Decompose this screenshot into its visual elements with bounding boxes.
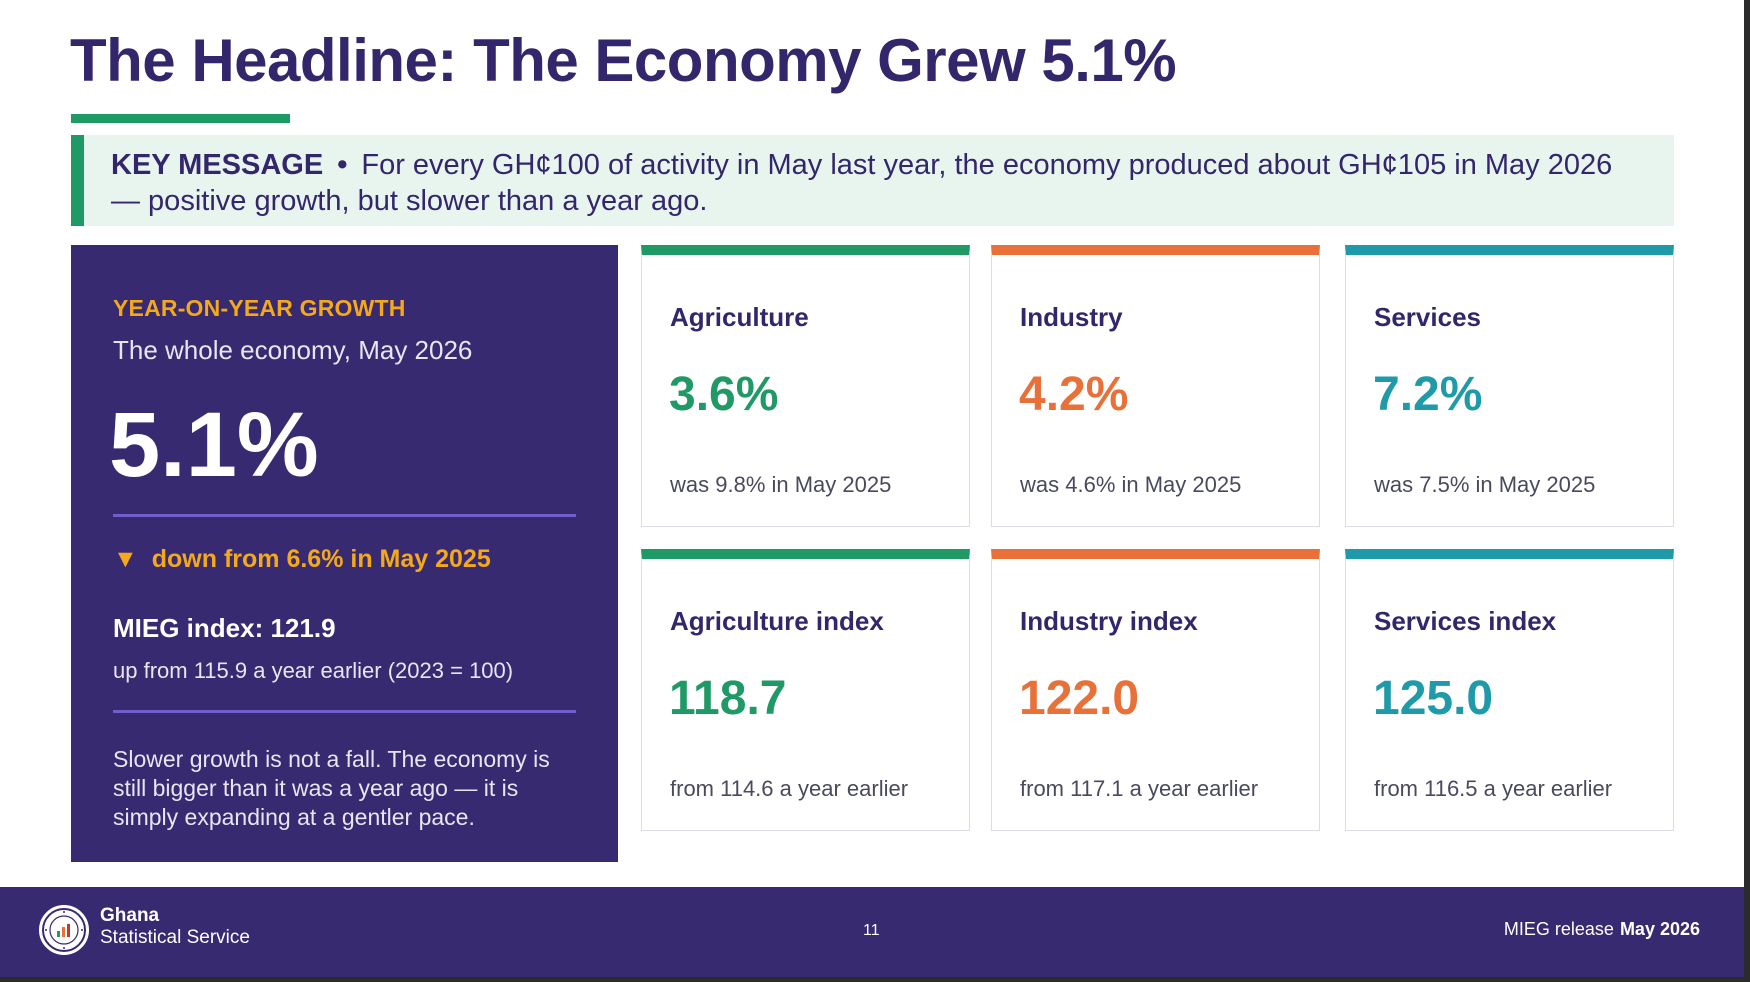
growth-note: Slower growth is not a fall. The economy… [113,746,550,830]
card-agriculture-index: Agriculture index 118.7 from 114.6 a yea… [641,549,970,831]
org-name-line2: Statistical Service [100,927,250,948]
key-message-text: For every GH¢100 of activity in May last… [111,149,1613,217]
card-note: from 117.1 a year earlier [1020,776,1259,801]
mieg-index-label: MIEG index: 121.9 [113,613,336,643]
growth-trend: ▼ down from 6.6% in May 2025 [113,545,491,574]
release-info: MIEG release May 2026 [1504,919,1700,940]
card-title: Agriculture [670,302,809,332]
card-title: Services index [1374,606,1557,636]
card-industry-index: Industry index 122.0 from 117.1 a year e… [991,549,1320,831]
divider [113,514,576,517]
card-value: 4.2% [1019,368,1129,421]
card-title: Services [1374,302,1481,332]
card-note: from 116.5 a year earlier [1374,776,1613,801]
growth-panel: YEAR-ON-YEAR GROWTH The whole economy, M… [71,245,618,862]
org-name-line1: Ghana [100,905,160,926]
release-label: MIEG release [1503,919,1614,939]
card-services-index: Services index 125.0 from 116.5 a year e… [1345,549,1674,831]
card-agriculture-growth: Agriculture 3.6% was 9.8% in May 2025 [641,245,970,527]
card-note: was 4.6% in May 2025 [1020,472,1242,497]
card-note: was 9.8% in May 2025 [670,472,892,497]
growth-subtitle: The whole economy, May 2026 [113,335,473,365]
card-title: Industry index [1020,606,1198,636]
card-industry-growth: Industry 4.2% was 4.6% in May 2025 [991,245,1320,527]
card-value: 122.0 [1019,672,1140,725]
growth-eyebrow: YEAR-ON-YEAR GROWTH [113,295,406,321]
card-value: 125.0 [1373,672,1494,725]
card-value: 7.2% [1373,368,1483,421]
card-value: 3.6% [669,368,779,421]
key-message-banner: KEY MESSAGE • For every GH¢100 of activity… [71,135,1674,226]
growth-trend-text: down from 6.6% in May 2025 [151,545,491,573]
key-message-separator: • [337,149,348,181]
ghana-statistical-service-seal-icon [39,905,89,955]
card-services-growth: Services 7.2% was 7.5% in May 2025 [1345,245,1674,527]
card-title: Agriculture index [670,606,884,636]
mieg-index-note: up from 115.9 a year earlier (2023 = 100… [113,658,514,683]
footer: Ghana Statistical Service 11 MIEG releas… [0,887,1744,977]
page-number: 11 [863,922,880,939]
divider [113,710,576,713]
title-underline [71,114,290,123]
card-note: was 7.5% in May 2025 [1374,472,1596,497]
org-name: Ghana Statistical Service [100,905,250,949]
card-title: Industry [1020,302,1123,332]
card-note: from 114.6 a year earlier [670,776,909,801]
page-title: The Headline: The Economy Grew 5.1% [70,27,1177,94]
triangle-down-icon: ▼ [113,545,138,573]
card-value: 118.7 [669,672,787,725]
growth-headline-value: 5.1% [109,394,319,496]
release-date: May 2026 [1619,919,1700,939]
key-message-label: KEY MESSAGE [111,149,324,181]
